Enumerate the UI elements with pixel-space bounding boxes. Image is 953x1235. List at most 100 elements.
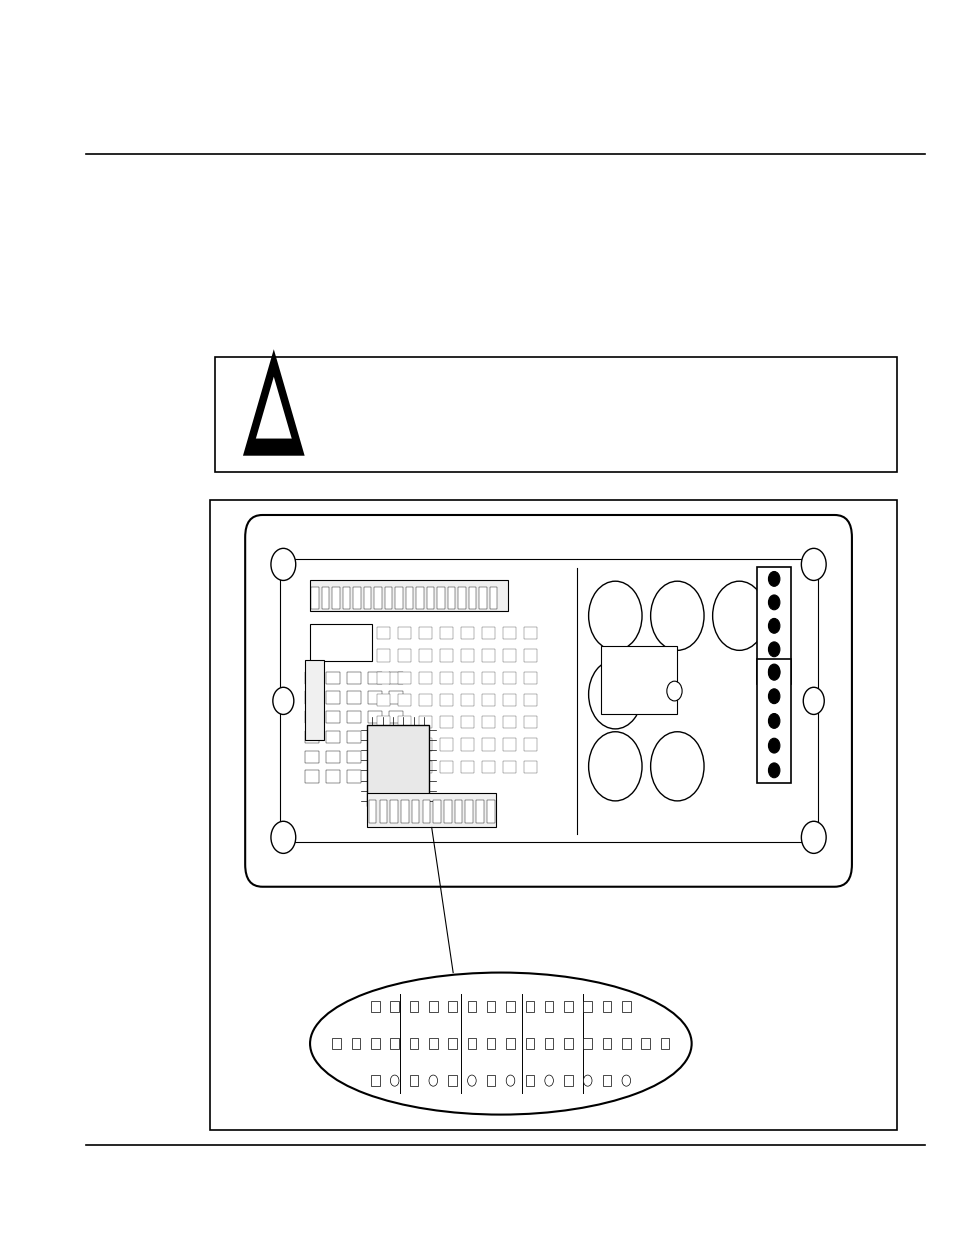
Bar xyxy=(376,694,390,706)
Circle shape xyxy=(801,548,825,580)
Bar xyxy=(347,771,360,783)
Bar xyxy=(481,627,495,640)
Circle shape xyxy=(588,659,641,729)
Circle shape xyxy=(767,689,780,704)
Bar xyxy=(363,587,371,609)
Bar xyxy=(757,659,790,783)
Bar xyxy=(602,1000,611,1013)
Bar xyxy=(544,1037,553,1050)
Bar xyxy=(305,672,318,684)
Bar xyxy=(481,739,495,751)
Bar xyxy=(305,771,318,783)
Bar xyxy=(418,739,432,751)
Bar xyxy=(326,672,339,684)
Bar xyxy=(347,731,360,743)
Bar xyxy=(305,659,324,740)
Bar xyxy=(409,1074,417,1087)
Bar xyxy=(279,559,817,842)
Bar xyxy=(476,800,483,823)
Bar xyxy=(326,771,339,783)
Bar xyxy=(502,739,516,751)
Bar xyxy=(602,1037,611,1050)
Bar xyxy=(621,1000,630,1013)
Bar xyxy=(460,761,474,773)
Bar xyxy=(478,587,486,609)
Bar xyxy=(347,692,360,704)
Bar xyxy=(389,751,402,763)
Bar xyxy=(342,587,350,609)
Circle shape xyxy=(583,1074,592,1087)
Bar xyxy=(563,1074,572,1087)
Bar xyxy=(305,731,318,743)
Bar xyxy=(757,567,790,684)
Bar xyxy=(390,1037,398,1050)
Bar xyxy=(390,1000,398,1013)
Bar xyxy=(422,800,430,823)
Bar xyxy=(353,587,360,609)
Bar xyxy=(448,1074,456,1087)
Bar xyxy=(467,1000,476,1013)
Bar xyxy=(460,627,474,640)
Bar xyxy=(502,694,516,706)
Bar xyxy=(481,650,495,662)
Bar xyxy=(347,711,360,724)
Bar xyxy=(465,800,473,823)
Bar xyxy=(460,650,474,662)
Bar xyxy=(305,711,318,724)
Bar xyxy=(600,646,677,714)
Bar xyxy=(481,761,495,773)
Circle shape xyxy=(767,595,780,610)
Bar xyxy=(640,1037,649,1050)
Bar xyxy=(368,731,381,743)
Bar xyxy=(439,761,453,773)
Circle shape xyxy=(271,821,295,853)
Bar xyxy=(439,716,453,729)
Bar xyxy=(409,1037,417,1050)
Bar xyxy=(310,580,507,611)
Circle shape xyxy=(467,1074,476,1087)
Bar xyxy=(390,800,397,823)
Bar xyxy=(347,672,360,684)
Bar xyxy=(305,692,318,704)
Bar xyxy=(384,587,392,609)
Bar xyxy=(332,1037,341,1050)
Bar xyxy=(418,650,432,662)
Circle shape xyxy=(767,642,780,657)
Circle shape xyxy=(802,687,823,714)
Bar xyxy=(426,587,434,609)
Bar xyxy=(583,1000,592,1013)
Circle shape xyxy=(650,582,703,651)
Bar xyxy=(389,672,402,684)
Bar xyxy=(326,751,339,763)
Bar xyxy=(481,672,495,684)
Bar xyxy=(376,716,390,729)
Bar xyxy=(481,694,495,706)
Bar xyxy=(544,1000,553,1013)
Bar xyxy=(621,1037,630,1050)
Bar xyxy=(429,1000,437,1013)
Bar xyxy=(397,739,411,751)
Circle shape xyxy=(429,1074,437,1087)
Bar xyxy=(460,672,474,684)
Bar xyxy=(523,739,537,751)
Bar xyxy=(332,587,339,609)
Bar xyxy=(389,711,402,724)
Bar xyxy=(523,694,537,706)
Bar xyxy=(376,650,390,662)
Bar xyxy=(368,711,381,724)
Circle shape xyxy=(588,582,641,651)
Ellipse shape xyxy=(310,973,691,1114)
Bar xyxy=(523,672,537,684)
Bar xyxy=(352,1037,360,1050)
Bar xyxy=(439,694,453,706)
Circle shape xyxy=(767,664,780,679)
Bar xyxy=(486,1037,495,1050)
Bar xyxy=(310,624,372,661)
Bar xyxy=(416,587,423,609)
Bar xyxy=(439,627,453,640)
Bar xyxy=(448,1000,456,1013)
Bar xyxy=(214,357,896,472)
Circle shape xyxy=(767,572,780,587)
Circle shape xyxy=(588,731,641,802)
Bar xyxy=(376,739,390,751)
